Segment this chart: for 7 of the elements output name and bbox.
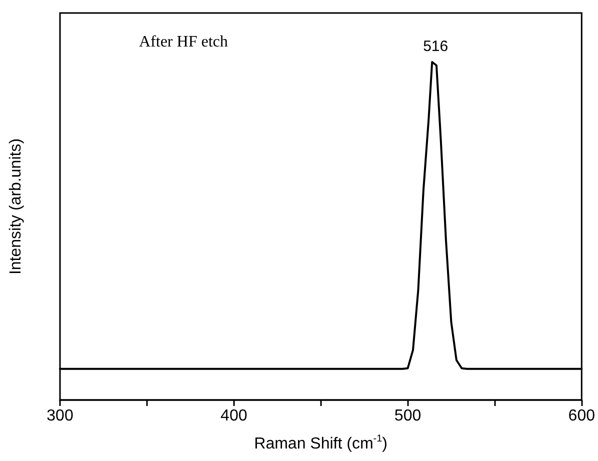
x-tick-label: 300 (46, 408, 74, 424)
x-tick-label: 500 (394, 408, 422, 424)
x-tick-label: 600 (568, 408, 596, 424)
y-axis-title: Intensity (arb.units) (8, 138, 24, 275)
x-tick-label: 400 (220, 408, 248, 424)
text: After HF etch (139, 34, 228, 50)
annotation: 516 (423, 38, 448, 56)
